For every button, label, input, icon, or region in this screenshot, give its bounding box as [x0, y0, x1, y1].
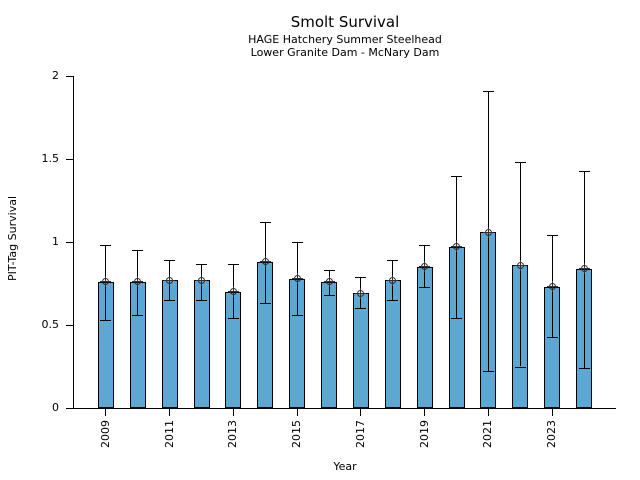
error-bar-cap-bottom: [355, 308, 367, 310]
error-bar-cap-top: [227, 263, 239, 265]
error-bar-cap-top: [482, 90, 494, 92]
chart-subtitle-line1: HAGE Hatchery Summer Steelhead: [248, 33, 442, 46]
data-point-marker: [100, 276, 112, 288]
data-point-marker: [451, 241, 463, 253]
error-bar-cap-bottom: [164, 300, 176, 302]
chart-subtitle-line2: Lower Granite Dam - McNary Dam: [250, 46, 440, 59]
error-bar-cap-top: [419, 245, 431, 247]
x-tick: [360, 409, 362, 416]
data-point-marker: [419, 261, 431, 273]
error-bar-cap-top: [578, 170, 590, 172]
error-bar-cap-top: [323, 270, 335, 272]
y-tick-label: 2: [52, 69, 59, 82]
error-bar-cap-top: [451, 175, 463, 177]
data-point-marker: [323, 276, 335, 288]
data-point-marker: [546, 281, 558, 293]
x-tick: [424, 409, 426, 416]
error-bar-cap-top: [164, 260, 176, 262]
data-point-marker: [482, 226, 494, 238]
data-point-marker: [227, 286, 239, 298]
data-point-marker: [514, 259, 526, 271]
error-bar-cap-bottom: [196, 300, 208, 302]
error-bar-cap-bottom: [259, 303, 271, 305]
x-tick-label: 2009: [98, 420, 112, 448]
x-tick: [105, 409, 107, 416]
x-axis-label: Year: [333, 460, 357, 473]
bar: [352, 293, 369, 408]
error-bar-cap-top: [259, 222, 271, 224]
x-tick: [487, 409, 489, 416]
data-point-marker: [291, 273, 303, 285]
error-bar-cap-top: [514, 162, 526, 164]
error-bar-cap-bottom: [578, 368, 590, 370]
y-tick-label: 0: [52, 401, 59, 414]
data-point-marker: [355, 287, 367, 299]
chart-title: Smolt Survival: [290, 13, 400, 31]
y-tick-label: 0.5: [41, 318, 60, 331]
y-tick-label: 1: [52, 235, 59, 248]
x-tick-label: 2013: [226, 420, 240, 448]
x-tick-label: 2017: [353, 420, 367, 448]
bar: [416, 266, 433, 408]
error-bar-cap-bottom: [419, 286, 431, 288]
error-bar-cap-bottom: [227, 318, 239, 320]
x-tick-label: 2023: [545, 420, 559, 448]
y-tick-label: 1.5: [41, 152, 60, 165]
error-bar-cap-bottom: [100, 320, 112, 322]
data-point-marker: [259, 256, 271, 268]
x-tick: [551, 409, 553, 416]
data-point-marker: [578, 263, 590, 275]
error-bar-cap-top: [546, 235, 558, 237]
x-tick-label: 2011: [162, 420, 176, 448]
bar: [321, 281, 338, 408]
y-tick: [66, 76, 73, 77]
error-bar-cap-bottom: [132, 315, 144, 317]
error-bar-cap-bottom: [291, 315, 303, 317]
y-tick: [66, 408, 73, 409]
error-bar-cap-bottom: [387, 300, 399, 302]
x-tick-label: 2019: [417, 420, 431, 448]
error-bar-cap-bottom: [482, 371, 494, 373]
data-point-marker: [164, 274, 176, 286]
y-tick: [66, 242, 73, 243]
error-bar-cap-top: [132, 250, 144, 252]
error-bar-cap-bottom: [451, 318, 463, 320]
error-bar-cap-bottom: [323, 295, 335, 297]
x-tick: [296, 409, 298, 416]
error-bar-cap-top: [387, 260, 399, 262]
x-tick: [169, 409, 171, 416]
error-bar-cap-top: [291, 242, 303, 243]
data-point-marker: [132, 276, 144, 288]
y-tick: [66, 159, 73, 160]
y-axis-spine: [73, 76, 74, 409]
error-bar-cap-bottom: [546, 336, 558, 338]
data-point-marker: [196, 274, 208, 286]
error-bar-cap-top: [196, 263, 208, 265]
x-axis-spine: [73, 408, 616, 409]
error-bar-cap-top: [100, 245, 112, 247]
error-bar-cap-bottom: [514, 366, 526, 368]
x-tick: [232, 409, 234, 416]
x-tick-label: 2015: [290, 420, 304, 448]
y-tick: [66, 325, 73, 326]
x-tick-label: 2021: [481, 420, 495, 448]
data-point-marker: [387, 274, 399, 286]
error-bar-cap-top: [355, 276, 367, 278]
y-axis-label: PIT-Tag Survival: [6, 196, 19, 282]
